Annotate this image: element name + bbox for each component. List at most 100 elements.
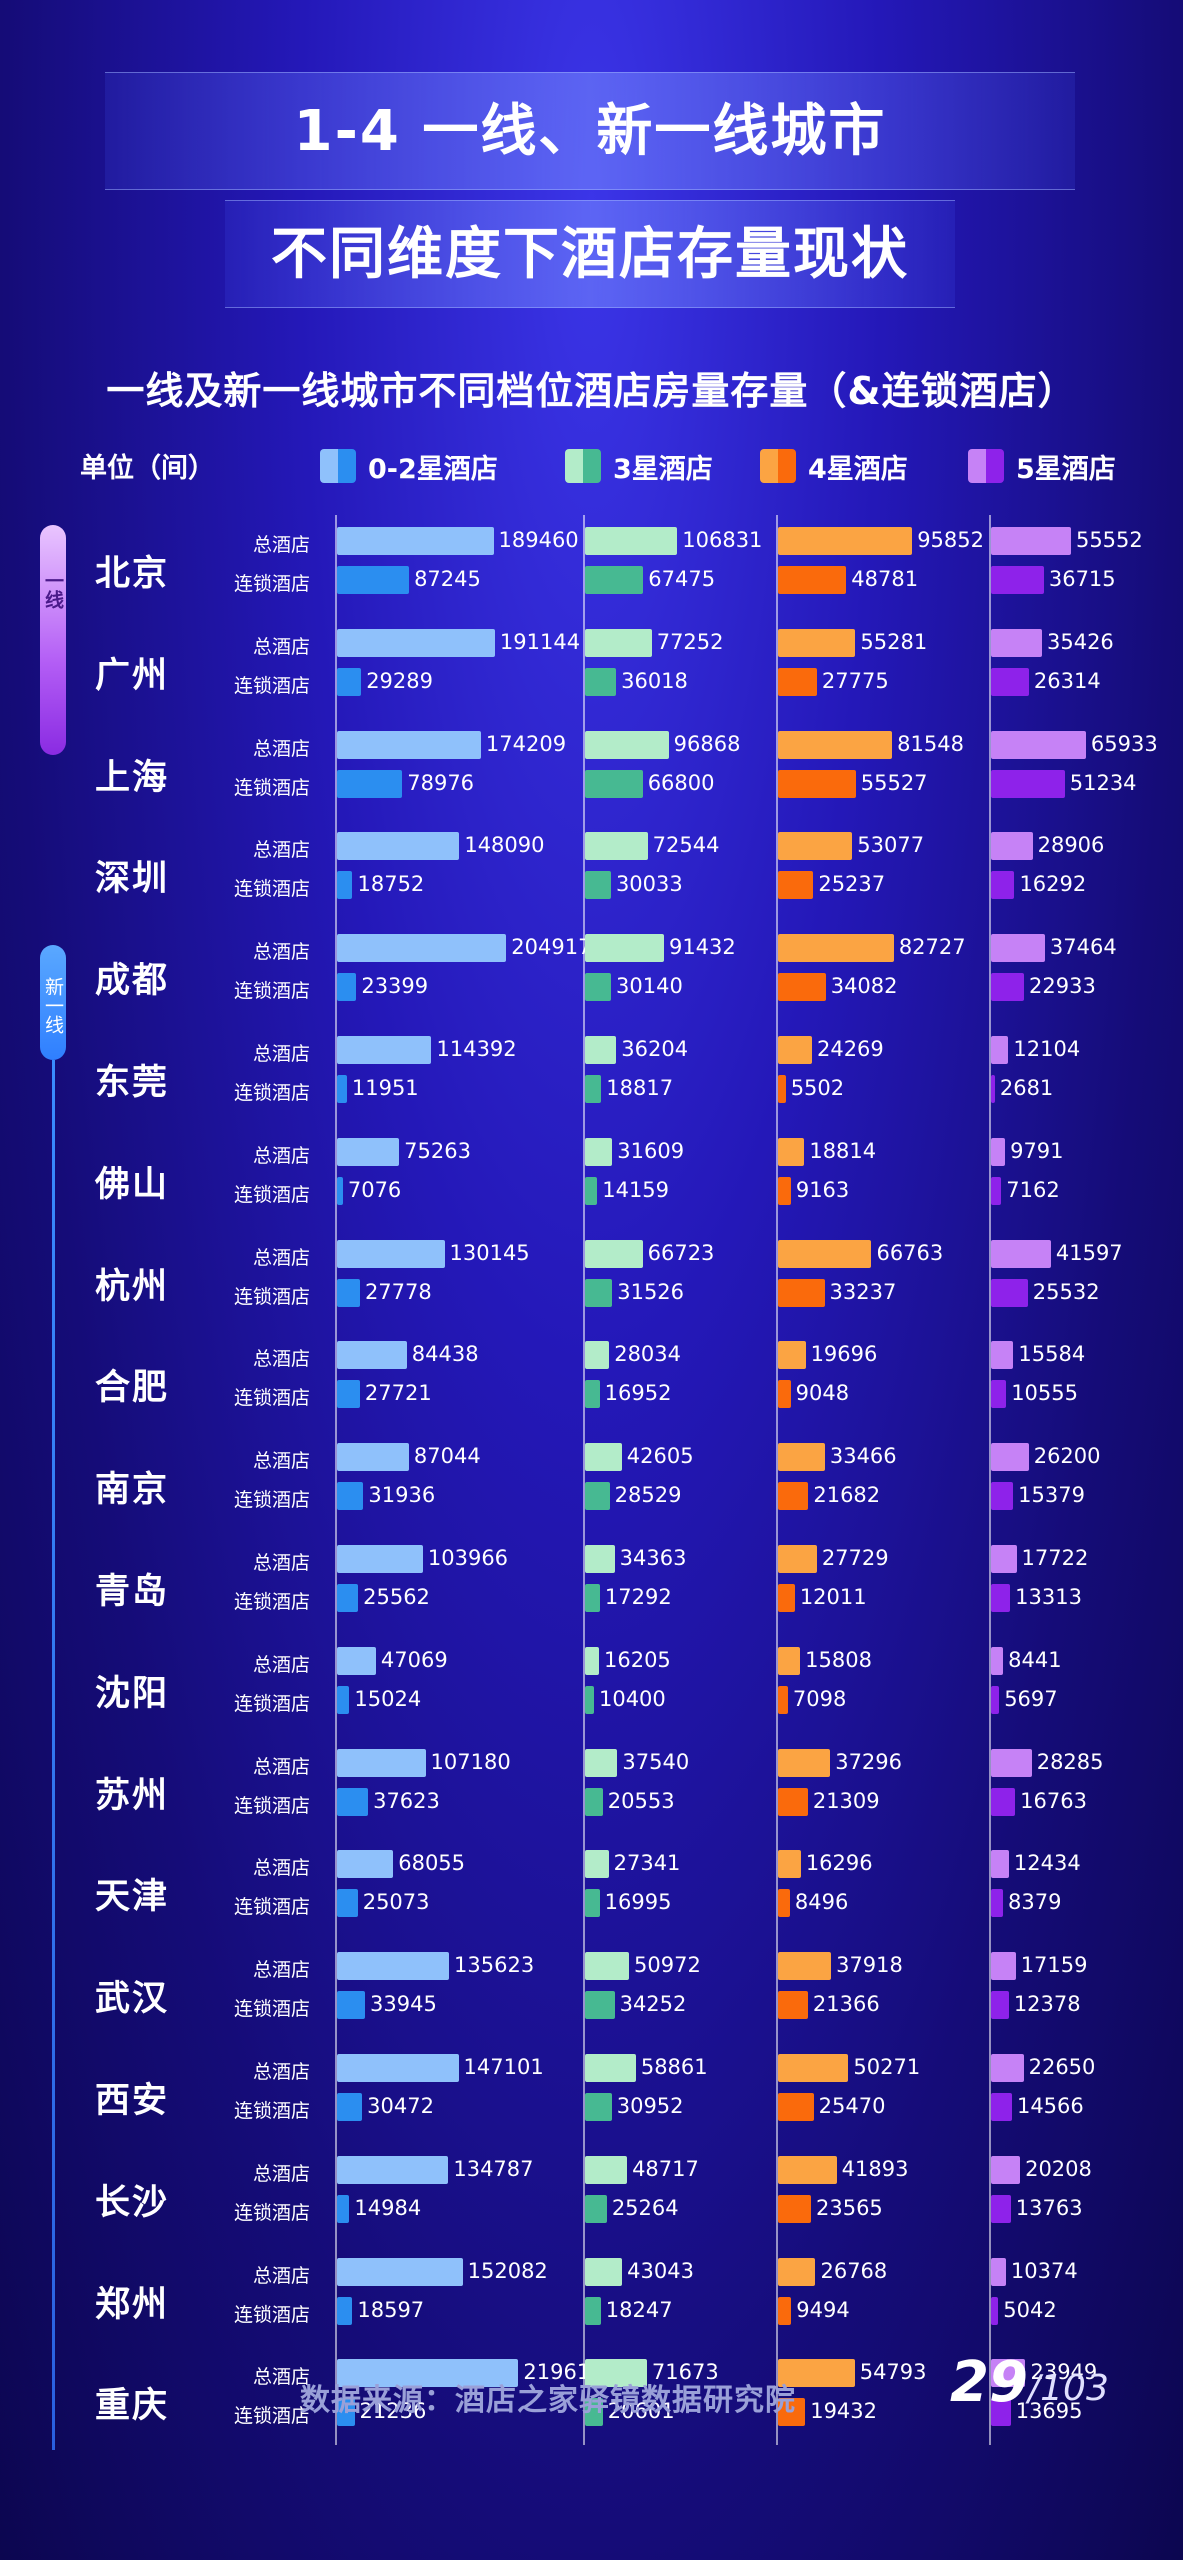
data-label: 34082 (830, 974, 898, 999)
data-label: 135623 (454, 1953, 535, 1978)
bar-total-2 (778, 1137, 805, 1166)
bar-total-3 (991, 1341, 1014, 1370)
data-label: 28906 (1037, 833, 1105, 858)
data-label: 27341 (613, 1851, 681, 1876)
data-label: 27729 (821, 1546, 889, 1570)
legend-item-2: 4星酒店 (760, 446, 908, 486)
bar-chain-0 (337, 769, 403, 798)
bar-total-2 (778, 1646, 801, 1675)
bar-chain-2 (778, 1482, 809, 1511)
data-label: 34363 (619, 1546, 687, 1570)
bar-total-2 (778, 730, 893, 759)
data-label: 134787 (453, 2156, 534, 2181)
data-label: 7098 (792, 1686, 847, 1711)
bar-chain-1 (585, 871, 611, 900)
row-label: 连锁酒店 (233, 2201, 310, 2224)
data-label: 41597 (1055, 1240, 1123, 1265)
bar-total-1 (585, 2359, 647, 2388)
data-label: 13695 (1015, 2399, 1083, 2424)
bar-chain-0 (337, 1482, 364, 1511)
data-label: 17159 (1020, 1953, 1088, 1978)
row-label: 总酒店 (252, 2162, 310, 2185)
bar-total-1 (585, 1952, 630, 1981)
data-label: 31936 (368, 1483, 436, 1508)
row-label: 连锁酒店 (233, 776, 310, 799)
data-label: 58861 (640, 2055, 708, 2079)
data-label: 66723 (647, 1240, 715, 1265)
data-label: 5042 (1003, 2297, 1057, 2322)
bar-chain-2 (778, 973, 826, 1002)
bar-total-0 (337, 1036, 432, 1064)
bar-chain-3 (991, 2398, 1011, 2427)
bar-total-1 (585, 2257, 623, 2286)
bar-total-0 (337, 1850, 394, 1879)
legend-label-2: 4星酒店 (808, 453, 908, 485)
data-label: 8441 (1008, 1647, 1062, 1672)
data-label: 34252 (619, 1992, 687, 2017)
data-label: 14159 (602, 1177, 670, 1202)
data-label: 17292 (604, 1585, 672, 1609)
bar-total-3 (991, 1748, 1032, 1777)
bar-chain-1 (585, 1380, 600, 1409)
city-label: 苏州 (95, 1775, 170, 1816)
bar-chain-1 (585, 1991, 615, 2020)
bar-total-2 (778, 1952, 832, 1981)
bar-total-2 (778, 2155, 837, 2184)
data-label: 14984 (354, 2195, 422, 2220)
bar-chain-1 (585, 973, 612, 1002)
data-label: 18597 (357, 2297, 425, 2322)
bar-chain-3 (991, 1176, 1002, 1205)
bar-chain-1 (585, 1278, 613, 1307)
data-label: 28034 (614, 1342, 682, 1367)
row-label: 连锁酒店 (233, 1692, 310, 1715)
row-label: 总酒店 (252, 1246, 310, 1269)
bar-total-1 (585, 934, 664, 963)
bar-total-2 (778, 832, 853, 861)
row-label: 总酒店 (252, 1043, 310, 1065)
bar-total-0 (337, 730, 481, 759)
bar-chain-0 (337, 973, 357, 1002)
row-label: 总酒店 (252, 1144, 310, 1167)
bar-total-2 (778, 2359, 855, 2388)
bar-total-3 (991, 934, 1045, 963)
bar-total-2 (778, 934, 894, 963)
data-label: 68055 (398, 1851, 466, 1876)
data-label: 14566 (1016, 2094, 1084, 2118)
bar-chain-2 (778, 1991, 808, 2020)
bar-chain-2 (778, 2296, 792, 2325)
row-label: 连锁酒店 (233, 1998, 310, 2021)
city-label: 杭州 (95, 1266, 170, 1307)
data-label: 9163 (795, 1177, 850, 1202)
data-label: 42605 (626, 1444, 694, 1469)
bar-total-3 (991, 2155, 1021, 2184)
row-label: 总酒店 (252, 534, 310, 556)
bar-total-0 (337, 832, 460, 861)
bar-chain-1 (585, 667, 617, 696)
data-label: 77252 (656, 629, 724, 654)
data-label: 41893 (841, 2156, 909, 2181)
bar-chain-3 (991, 2296, 999, 2325)
bar-total-0 (337, 628, 495, 657)
data-label: 10400 (598, 1686, 666, 1711)
data-label: 10555 (1011, 1381, 1078, 1406)
data-label: 15584 (1018, 1342, 1086, 1367)
newtier1-line (52, 1060, 55, 2450)
data-label: 103966 (427, 1546, 509, 1570)
data-label: 66800 (647, 770, 715, 795)
bar-total-3 (991, 730, 1086, 759)
data-label: 12434 (1013, 1851, 1081, 1876)
bar-total-1 (585, 1137, 613, 1166)
data-label: 16952 (604, 1381, 672, 1406)
bar-chain-1 (585, 1584, 600, 1612)
bar-chain-0 (337, 566, 410, 594)
data-label: 30140 (616, 974, 683, 999)
bar-total-1 (585, 2054, 636, 2082)
data-label: 27778 (364, 1279, 432, 1304)
data-label: 53077 (857, 833, 925, 858)
data-label: 26314 (1033, 668, 1101, 693)
data-label: 30472 (367, 2094, 434, 2118)
bar-chain-2 (778, 1075, 786, 1103)
row-label: 连锁酒店 (233, 2100, 310, 2122)
city-label: 武汉 (95, 1979, 170, 2020)
data-label: 13313 (1015, 1585, 1082, 1609)
